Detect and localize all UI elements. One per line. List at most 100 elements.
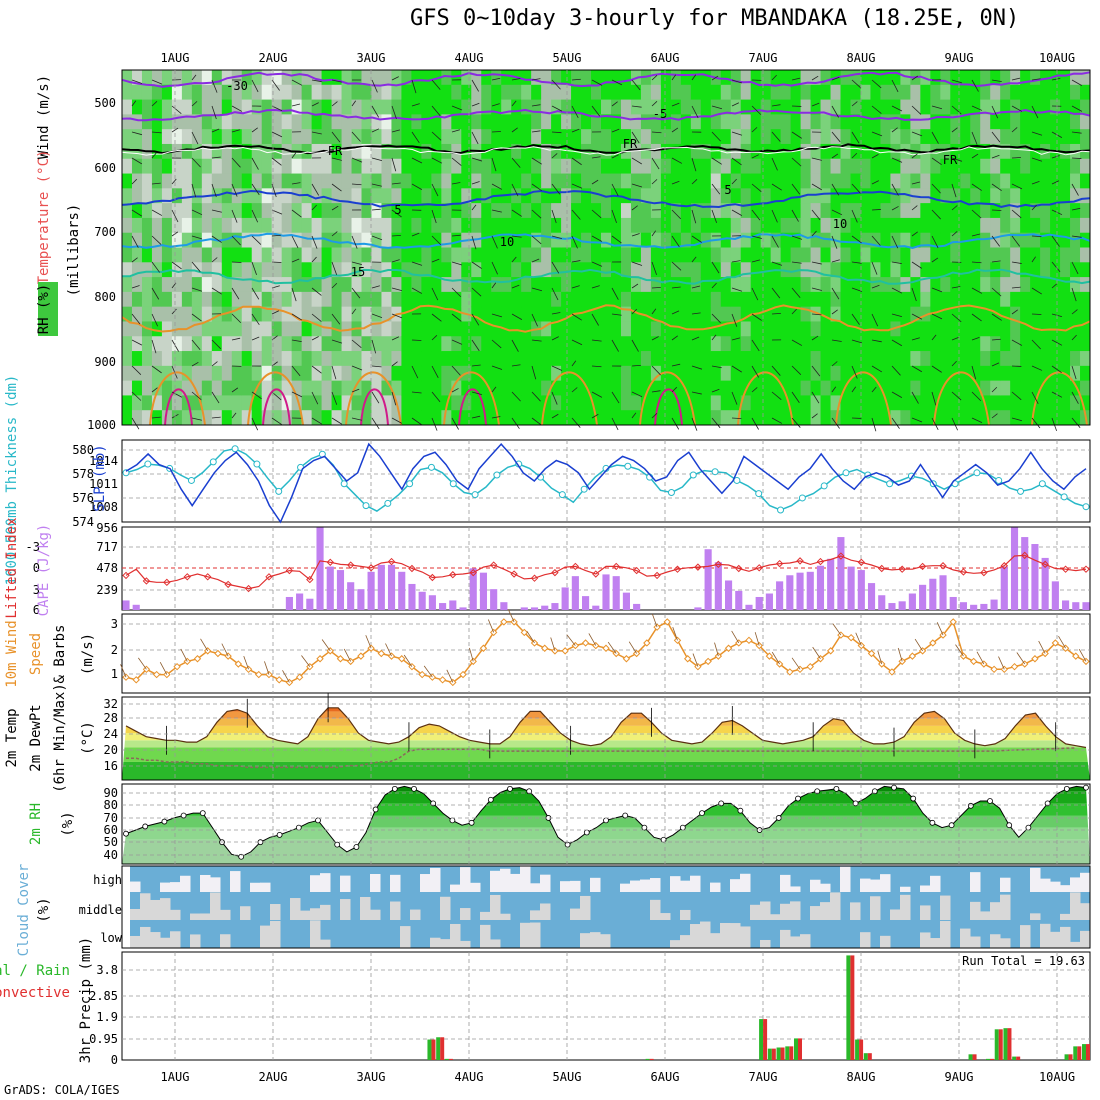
rh-cell	[1030, 188, 1041, 204]
rh-cell	[1020, 410, 1031, 426]
rh-cell	[1050, 70, 1061, 86]
rh-cell	[401, 143, 412, 160]
rh-cell	[1080, 70, 1091, 86]
rh-cell	[920, 291, 931, 308]
wind-barb	[891, 127, 898, 133]
rh-cell	[391, 84, 402, 101]
rh-cell	[201, 70, 213, 86]
rh-cell	[900, 114, 911, 130]
rh-cell	[720, 380, 732, 396]
rh-cell	[860, 321, 871, 337]
rh-cell	[950, 247, 961, 263]
rh-point	[814, 788, 821, 795]
rh-cell	[191, 129, 203, 145]
rh-cell	[281, 336, 293, 352]
wind-barb	[511, 391, 521, 402]
rh-cell	[521, 173, 532, 189]
wind-barb	[131, 100, 137, 107]
rh-cell	[521, 99, 532, 115]
rh-cell	[251, 84, 263, 101]
rh-cell	[551, 188, 562, 204]
rh-cell	[810, 291, 822, 308]
rh-cell	[1060, 158, 1071, 175]
wind-barb	[351, 261, 363, 266]
rh-cell	[1020, 158, 1031, 175]
rh-cell	[411, 84, 422, 101]
rh-cell	[1030, 410, 1041, 426]
wind-barb	[211, 339, 222, 350]
rh-cell	[620, 158, 632, 175]
rh-cell	[690, 173, 702, 189]
rh-cell	[820, 84, 832, 101]
rh-cell	[840, 291, 851, 308]
rh-cell	[850, 84, 861, 101]
wind-barb	[611, 154, 619, 159]
rh-cell	[650, 306, 662, 322]
wind-barb	[811, 335, 819, 341]
wind-barb	[291, 182, 301, 185]
rh-cell	[1020, 395, 1031, 411]
wind-barb	[711, 417, 721, 429]
day-label-top: 4AUG	[455, 51, 484, 65]
cloud-cell	[990, 934, 1001, 948]
rh-cell	[910, 306, 921, 322]
rh-cell	[261, 277, 273, 293]
rh-cell	[840, 70, 851, 86]
rh-cell	[591, 158, 602, 175]
rh-cell	[700, 365, 712, 382]
rh-cell	[610, 291, 622, 308]
rh-cell	[401, 321, 412, 337]
rh-cell	[640, 217, 652, 234]
rh-cell	[1010, 380, 1021, 396]
rh-cell	[810, 395, 822, 411]
rh-cell	[271, 173, 283, 189]
rh-cell	[401, 99, 412, 115]
precip-convective-bar	[972, 1054, 977, 1060]
wind10-barb	[607, 641, 617, 654]
isotherm-label: FR	[943, 153, 958, 167]
rh-cell	[730, 247, 742, 263]
rh-cell	[331, 306, 343, 322]
wind-barb	[991, 154, 1000, 159]
cloud-cell	[780, 903, 791, 920]
rh-cell	[391, 99, 402, 115]
wind-barb	[731, 337, 741, 341]
rh-cell	[321, 203, 333, 219]
wind-barb	[631, 131, 640, 144]
rh-cell	[970, 203, 981, 219]
rh-cell	[521, 158, 532, 175]
rh-cell	[1020, 247, 1031, 263]
rh-cell	[1000, 336, 1011, 352]
wind-barb	[511, 339, 519, 352]
rh-cell	[601, 99, 612, 115]
rh-cell	[391, 365, 402, 382]
rh-cell	[780, 99, 792, 115]
rh-cell	[930, 336, 941, 352]
rh-cell	[870, 188, 881, 204]
rh-cell	[331, 410, 343, 426]
cloud-cell	[490, 894, 501, 920]
wind-barb	[331, 101, 338, 107]
rh-cell	[431, 203, 442, 219]
rh-cell	[571, 70, 582, 86]
precip-convective-bar	[771, 1048, 776, 1060]
rh-cell	[601, 70, 612, 86]
rh-cell	[720, 336, 732, 352]
rh-cell	[1000, 380, 1011, 396]
wind-barb	[251, 391, 262, 400]
wind-barb	[871, 131, 883, 137]
rh-cell	[1070, 232, 1081, 248]
rh-cell	[281, 232, 293, 248]
wind10-barb	[221, 643, 229, 657]
rh-cell	[1060, 232, 1071, 248]
wind-barb	[751, 417, 759, 430]
rh-cell	[1080, 395, 1091, 411]
wind-barb	[1071, 261, 1079, 275]
rh-cell	[341, 173, 353, 189]
wind-barb	[971, 313, 982, 322]
rh-cell	[1010, 99, 1021, 115]
rh-cell	[940, 217, 951, 234]
rh-cell	[920, 203, 931, 219]
wind-barb	[631, 183, 643, 188]
rh-cell	[720, 114, 732, 130]
